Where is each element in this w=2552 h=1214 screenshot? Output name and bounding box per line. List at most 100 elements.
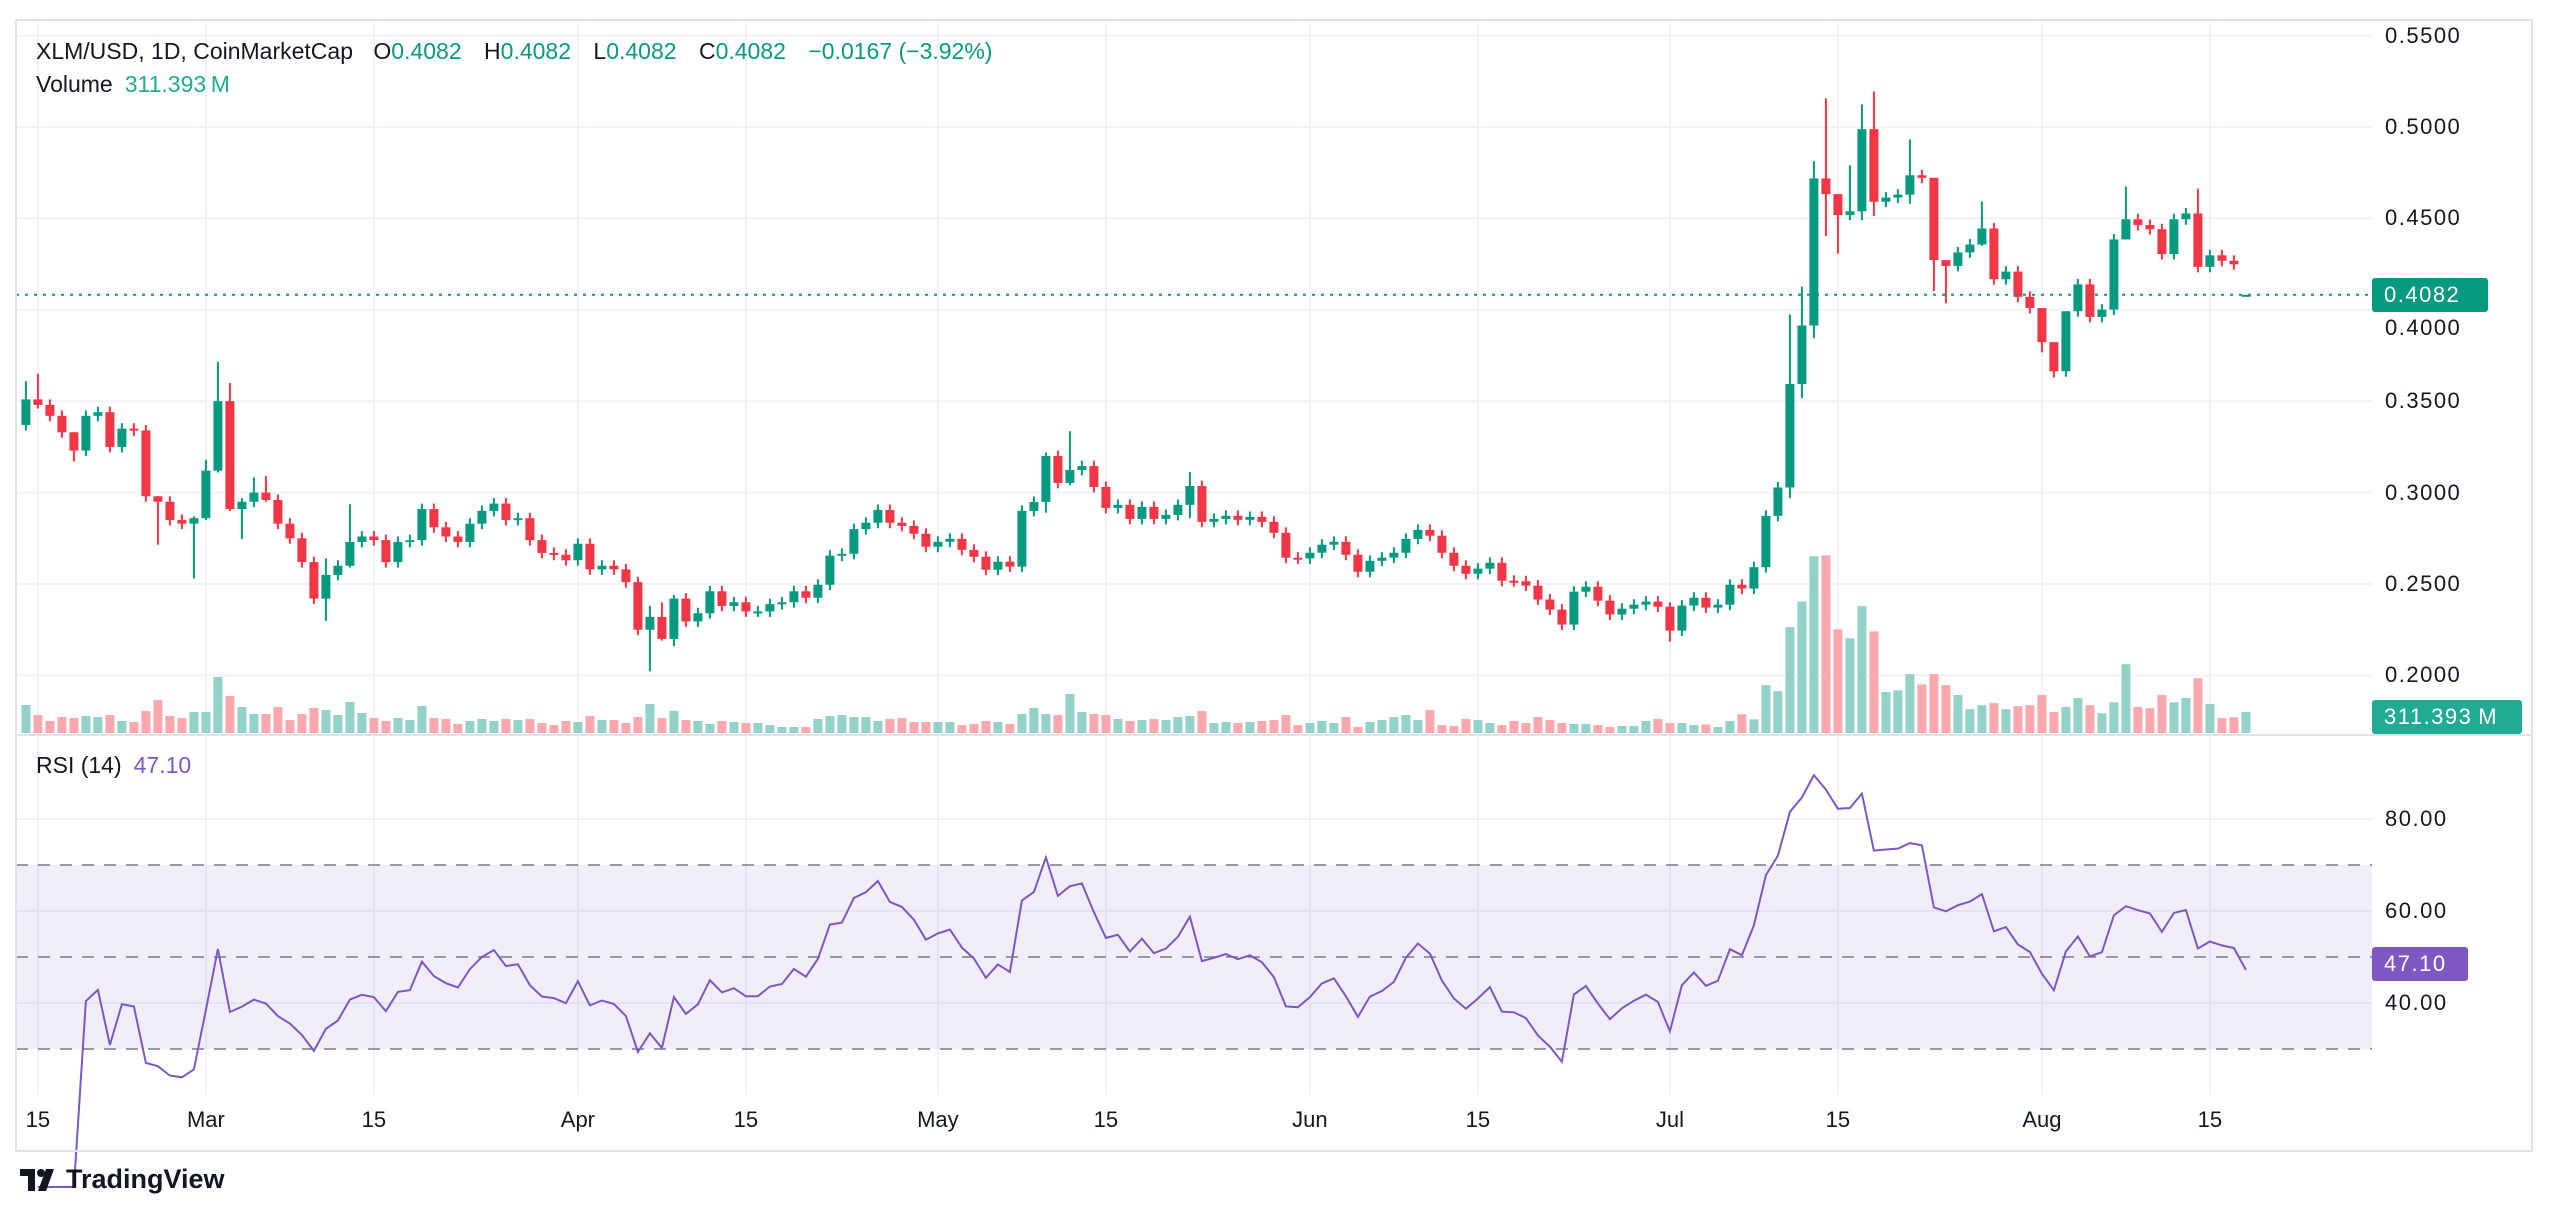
- candle-body: [501, 503, 511, 521]
- candle-body: [177, 520, 187, 524]
- candle-body: [2001, 271, 2011, 280]
- candle-body: [1653, 601, 1663, 607]
- candle-body: [705, 591, 715, 614]
- volume-bar: [1353, 726, 1363, 733]
- volume-bar: [1761, 685, 1771, 733]
- candle-body: [1857, 129, 1867, 212]
- candle-body: [1473, 568, 1483, 574]
- rsi-tick-label: 60.00: [2385, 898, 2448, 923]
- rsi-tick-label: 80.00: [2385, 806, 2448, 831]
- volume-bar: [2109, 702, 2119, 733]
- volume-bar: [1785, 627, 1795, 733]
- volume-bar: [1101, 715, 1111, 733]
- candle-body: [669, 598, 679, 639]
- volume-bar: [1077, 711, 1087, 733]
- candle-body: [2181, 213, 2191, 220]
- volume-bar: [669, 710, 679, 733]
- candle-body: [1833, 194, 1843, 216]
- volume-bar: [645, 704, 655, 733]
- volume-bar: [1341, 716, 1351, 733]
- candle-body: [681, 598, 691, 622]
- candle-body: [225, 401, 235, 510]
- candle-body: [1149, 506, 1159, 519]
- volume-bar: [621, 723, 631, 733]
- volume-bar: [705, 724, 715, 733]
- volume-bar: [2061, 706, 2071, 733]
- candle-body: [1545, 599, 1555, 610]
- candle-body: [813, 584, 823, 598]
- rsi-label[interactable]: RSI (14): [36, 752, 122, 778]
- volume-bar: [741, 723, 751, 733]
- volume-bar: [273, 706, 283, 733]
- tradingview-logo[interactable]: TradingView: [20, 1164, 225, 1195]
- volume-bar: [1857, 606, 1867, 733]
- volume-bar: [2181, 698, 2191, 733]
- candle-body: [2121, 219, 2131, 240]
- volume-bar: [429, 718, 439, 733]
- candle-body: [117, 428, 127, 447]
- candle-body: [429, 509, 439, 528]
- time-tick-label: Aug: [2022, 1107, 2062, 1132]
- volume-bar: [1113, 719, 1123, 733]
- price-tick-label: 0.3000: [2385, 479, 2462, 505]
- volume-bar: [1005, 724, 1015, 733]
- volume-bar: [321, 710, 331, 733]
- volume-bar: [357, 713, 367, 733]
- time-tick-label: 15: [733, 1107, 759, 1132]
- volume-bar: [393, 718, 403, 733]
- candle-body: [1893, 194, 1903, 198]
- candle-body: [2109, 239, 2119, 310]
- candle-body: [1605, 600, 1615, 615]
- candle-body: [57, 415, 67, 433]
- candle-body: [1977, 228, 1987, 245]
- volume-bar: [45, 720, 55, 733]
- candle-body: [1917, 175, 1927, 178]
- tradingview-logo-icon: [20, 1168, 54, 1191]
- volume-bar: [297, 714, 307, 733]
- volume-bar: [1773, 691, 1783, 733]
- volume-bar: [909, 721, 919, 733]
- volume-bar: [1953, 695, 1963, 733]
- candle-body: [585, 543, 595, 570]
- price-tick-label: 0.3500: [2385, 388, 2462, 414]
- volume-bar: [2085, 705, 2095, 733]
- time-tick-label: Jun: [1292, 1107, 1328, 1132]
- volume-tag: 311.393 M: [2372, 700, 2522, 734]
- candle-body: [345, 541, 355, 566]
- volume-bar: [945, 721, 955, 733]
- candle-body: [1029, 501, 1039, 511]
- candle-body: [1353, 554, 1363, 572]
- candle-body: [1509, 580, 1519, 583]
- candle-body: [1077, 466, 1087, 470]
- candle-body: [1677, 605, 1687, 631]
- candle-body: [237, 501, 247, 510]
- volume-bar: [2169, 702, 2179, 733]
- candle-body: [261, 492, 271, 500]
- volume-bar: [1197, 710, 1207, 733]
- symbol-title[interactable]: XLM/USD, 1D, CoinMarketCap: [36, 38, 353, 64]
- candle-body: [2241, 294, 2251, 297]
- volume-bar: [1065, 694, 1075, 733]
- candle-body: [753, 611, 763, 614]
- volume-bar: [2097, 713, 2107, 733]
- volume-bar: [837, 715, 847, 733]
- candle-body: [2157, 229, 2167, 255]
- candle-body: [1437, 535, 1447, 553]
- volume-bar: [381, 720, 391, 733]
- candle-body: [741, 602, 751, 612]
- candle-body: [417, 509, 427, 541]
- volume-bar: [597, 720, 607, 733]
- candle-body: [657, 616, 667, 639]
- volume-label[interactable]: Volume: [36, 71, 113, 97]
- candle-body: [477, 510, 487, 524]
- volume-bar: [1317, 720, 1327, 733]
- candle-body: [1713, 604, 1723, 608]
- candle-body: [489, 503, 499, 511]
- candle-body: [393, 541, 403, 563]
- volume-bar: [2013, 706, 2023, 733]
- volume-bar: [1809, 556, 1819, 733]
- candle-body: [81, 415, 91, 451]
- candle-body: [1905, 175, 1915, 195]
- volume-bar: [2025, 705, 2035, 733]
